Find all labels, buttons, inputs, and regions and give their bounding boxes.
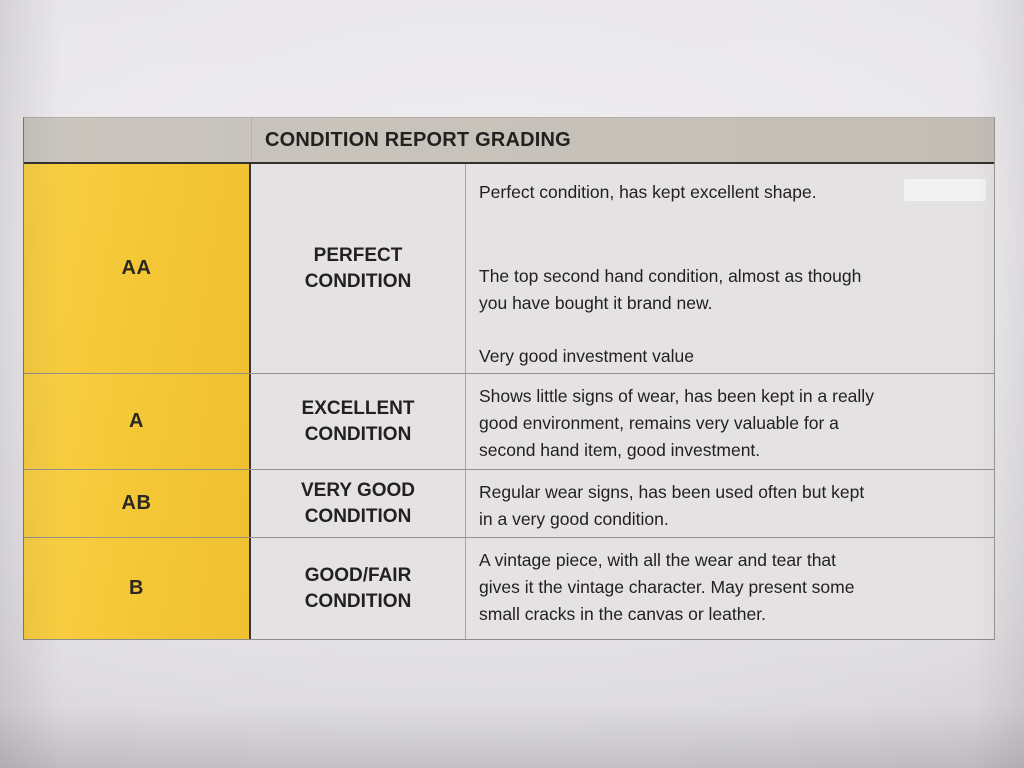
description-cell: Shows little signs of wear, has been kep… <box>466 374 994 469</box>
condition-grading-table: CONDITION REPORT GRADING AA PERFECT COND… <box>23 117 995 640</box>
condition-label-cell: PERFECT CONDITION <box>251 164 466 373</box>
description-cell: A vintage piece, with all the wear and t… <box>466 538 994 639</box>
condition-label: GOOD/FAIR CONDITION <box>304 564 412 612</box>
description-cell: Regular wear signs, has been used often … <box>466 470 994 537</box>
table-row: AA PERFECT CONDITION Perfect condition, … <box>24 164 994 373</box>
condition-label: PERFECT CONDITION <box>304 244 412 292</box>
grade-code: AB <box>121 492 152 514</box>
condition-label-cell: GOOD/FAIR CONDITION <box>251 538 466 639</box>
grade-cell: AB <box>24 470 251 537</box>
description-paragraph: The top second hand condition, almost as… <box>479 266 862 313</box>
header-corner-cell <box>24 118 251 162</box>
table-row: AB VERY GOOD CONDITION Regular wear sign… <box>24 469 994 537</box>
table-body: AA PERFECT CONDITION Perfect condition, … <box>24 164 994 639</box>
description-paragraph: A vintage piece, with all the wear and t… <box>479 550 855 624</box>
condition-label: EXCELLENT CONDITION <box>301 397 415 445</box>
grade-cell: AA <box>24 164 251 373</box>
table-title: CONDITION REPORT GRADING <box>251 118 994 162</box>
condition-label-cell: EXCELLENT CONDITION <box>251 374 466 469</box>
description-paragraph: Shows little signs of wear, has been kep… <box>479 386 874 460</box>
table-header-row: CONDITION REPORT GRADING <box>24 118 994 164</box>
grade-code: B <box>129 577 144 599</box>
table-row: B GOOD/FAIR CONDITION A vintage piece, w… <box>24 537 994 639</box>
condition-label: VERY GOOD CONDITION <box>300 479 416 527</box>
table-row: A EXCELLENT CONDITION Shows little signs… <box>24 373 994 469</box>
condition-label-cell: VERY GOOD CONDITION <box>251 470 466 537</box>
description-paragraph: Regular wear signs, has been used often … <box>479 482 865 529</box>
description-cell: Perfect condition, has kept excellent sh… <box>466 164 994 373</box>
grade-code: A <box>129 410 144 432</box>
grade-cell: A <box>24 374 251 469</box>
grade-cell: B <box>24 538 251 639</box>
description-paragraph: Very good investment value <box>479 346 694 366</box>
grade-code: AA <box>121 257 152 279</box>
description-paragraph: Perfect condition, has kept excellent sh… <box>479 182 817 202</box>
